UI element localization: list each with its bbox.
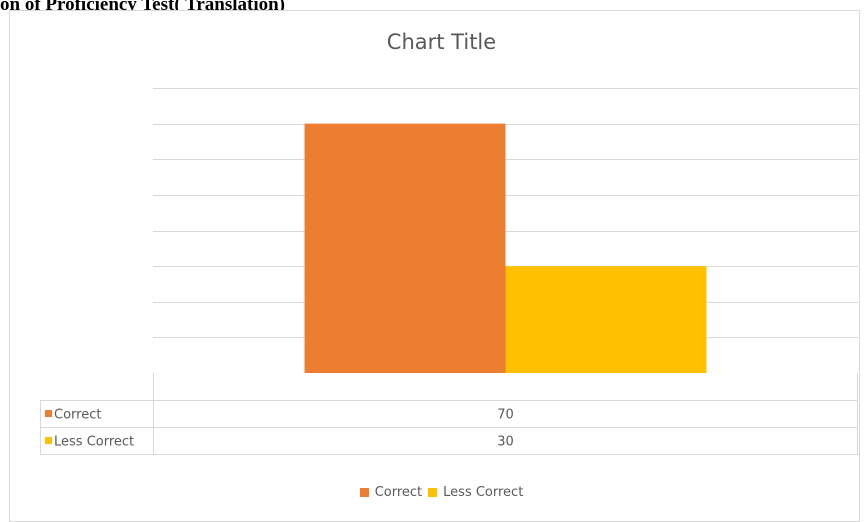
- table-value: 30: [497, 435, 514, 450]
- legend-item: Less Correct: [428, 485, 523, 500]
- bar-less-correct: [505, 266, 707, 373]
- table-key-swatch: [45, 410, 52, 417]
- bar-correct: [304, 123, 506, 373]
- legend-swatch: [428, 488, 438, 497]
- legend-label: Less Correct: [443, 485, 524, 500]
- legend-swatch: [359, 488, 369, 497]
- legend-item: Correct: [359, 485, 423, 500]
- chart-title: Chart Title: [386, 30, 497, 54]
- chart-legend: Correct Less Correct: [0, 485, 864, 501]
- table-value: 70: [497, 408, 514, 423]
- table-key-swatch: [45, 437, 52, 444]
- table-row-label: Correct: [54, 408, 101, 423]
- table-row-label: Less Correct: [54, 435, 134, 450]
- legend-label: Correct: [374, 485, 423, 500]
